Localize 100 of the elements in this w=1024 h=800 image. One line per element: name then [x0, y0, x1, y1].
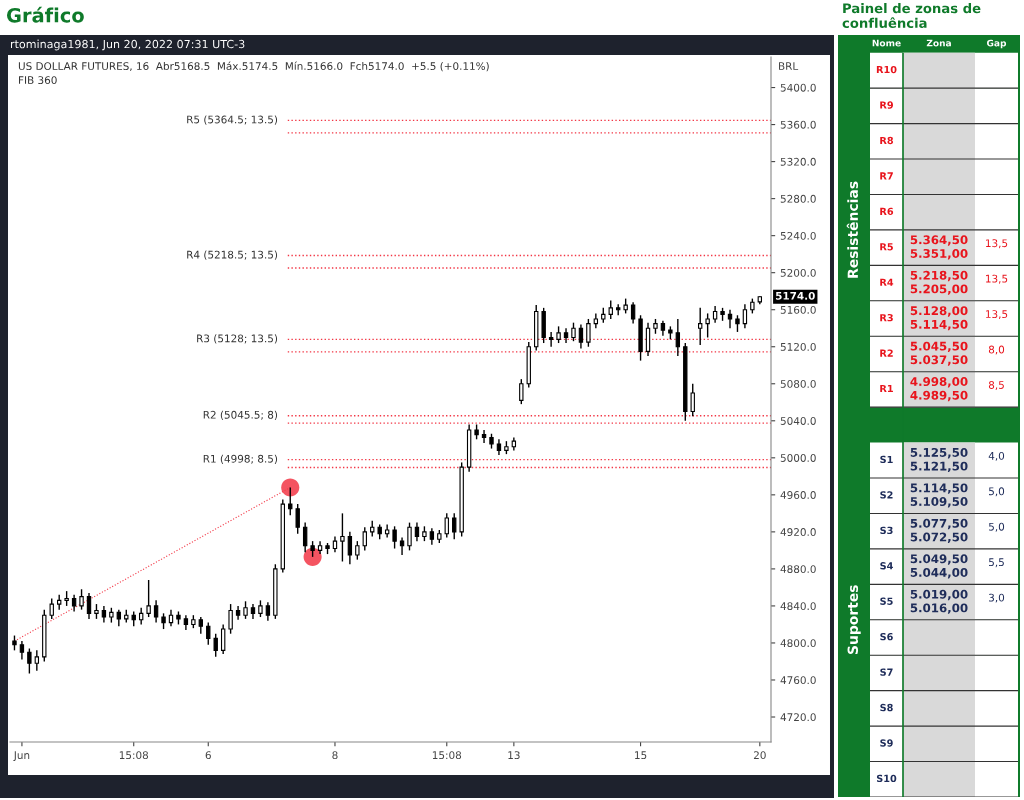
y-tick-label: 4800.0 — [780, 639, 816, 648]
candlestick — [675, 318, 681, 357]
candlestick — [697, 307, 703, 346]
ref-line-label: R1 (4998; 8.5) — [203, 454, 278, 464]
text: 8,5 — [988, 381, 1004, 390]
candlestick — [295, 503, 300, 535]
category-label: S8 — [880, 703, 893, 712]
chart-title: Gráfico — [6, 6, 84, 23]
category-label: R9 — [880, 101, 893, 109]
y-tick-label: 5360.0 — [780, 120, 816, 129]
y-tick-label: 5320.0 — [780, 157, 816, 166]
candlestick — [407, 521, 412, 552]
candlestick — [727, 309, 733, 329]
category-label: R3 — [880, 314, 893, 322]
category-label: R6 — [880, 207, 894, 216]
y-tick-label: 5040.0 — [780, 417, 816, 425]
text: 3,0 — [989, 593, 1005, 603]
candlestick — [399, 536, 405, 556]
text: Resistências — [846, 181, 859, 278]
category-label: S1 — [880, 455, 893, 464]
category-label: S2 — [880, 491, 893, 499]
candlestick — [444, 512, 449, 539]
category-label: R4 — [880, 278, 894, 286]
y-tick-label: 4920.0 — [780, 528, 816, 536]
candlestick — [213, 633, 218, 658]
candlestick — [578, 323, 584, 350]
candlestick — [586, 318, 591, 348]
text: Suportes — [847, 585, 861, 655]
x-tick-label: 13 — [508, 751, 520, 760]
x-tick-label: 6 — [205, 751, 211, 760]
category-label: Gap — [986, 39, 1007, 49]
y-tick-label: 5400.0 — [780, 83, 816, 92]
y-tick-label: 5080.0 — [780, 379, 816, 388]
text: 13,5 — [986, 239, 1008, 249]
candlestick — [27, 647, 32, 675]
candlestick — [153, 599, 159, 624]
category-label: R7 — [880, 172, 893, 180]
ref-line-label: R2 (5045.5; 8) — [203, 410, 278, 420]
text: 5.128,00 5.114,50 — [910, 306, 968, 331]
y-tick-label: 5000.0 — [780, 454, 816, 462]
y-tick-label: 5240.0 — [780, 231, 816, 240]
candlestick — [705, 312, 710, 339]
x-tick-label: Jun — [13, 751, 30, 762]
candlestick — [355, 540, 360, 561]
y-tick-label: 4720.0 — [780, 713, 816, 722]
text: 4.998,00 4.989,50 — [910, 377, 968, 402]
x-tick-label: 20 — [753, 751, 766, 760]
category-label: S10 — [876, 774, 897, 783]
category-label: R8 — [880, 136, 894, 145]
category-label: Zona — [926, 39, 951, 47]
text: 5,0 — [989, 487, 1005, 497]
candlestick — [34, 649, 40, 672]
category-label: S4 — [880, 562, 893, 570]
text: 5.114,50 5.109,50 — [910, 483, 968, 508]
candlestick — [742, 303, 748, 329]
annotation: US DOLLAR FUTURES, 16 Abr5168.5 Máx.5174.5 Mín.5166.0 Fch5174.0 +5.5 (+0.11%) — [18, 61, 489, 72]
x-tick-label: 15:08 — [432, 751, 462, 760]
y-axis-title: BRL — [779, 62, 799, 70]
text: 5174.0 — [775, 291, 815, 300]
text: 5.049,50 5.044,00 — [910, 554, 968, 579]
category-label: R10 — [876, 65, 897, 74]
candlestick — [265, 601, 271, 622]
text: 5,5 — [989, 558, 1004, 568]
y-tick-label: 4840.0 — [780, 602, 816, 611]
y-tick-label: 5200.0 — [780, 268, 816, 277]
candlestick — [452, 512, 457, 540]
ref-line-label: R3 (5128; 13.5) — [197, 334, 278, 344]
candlestick — [392, 525, 397, 550]
text: 5.125,50 5.121,50 — [910, 447, 968, 473]
candlestick — [571, 321, 576, 342]
ref-line-label: R4 (5218.5; 13.5) — [187, 250, 278, 260]
chart-subtitle: rtominaga1981, Jun 20, 2022 07:31 UTC-3 — [11, 39, 245, 51]
candlestick — [86, 592, 92, 620]
text: 5.364,50 5.351,00 — [910, 235, 968, 260]
category-label: R1 — [880, 385, 893, 393]
text: 8,0 — [988, 345, 1005, 355]
candlestick — [608, 299, 613, 320]
text: 5.045,50 5.037,50 — [910, 341, 968, 366]
category-label: S7 — [880, 668, 893, 676]
candlestick — [347, 531, 353, 565]
candlestick — [79, 588, 84, 611]
text: 5,0 — [989, 522, 1005, 532]
candlestick — [146, 579, 151, 618]
candlestick — [481, 429, 487, 444]
category-label: S5 — [880, 597, 893, 605]
x-tick-label: 15:08 — [119, 751, 149, 760]
candlestick — [19, 640, 25, 661]
x-tick-label: 15 — [635, 751, 647, 760]
ref-line-label: R5 (5364.5; 13.5) — [187, 115, 278, 125]
candlestick — [206, 621, 211, 646]
candlestick — [519, 378, 524, 405]
candlestick — [645, 321, 651, 357]
y-tick-label: 4960.0 — [780, 491, 816, 499]
text: 5.218,50 5.205,00 — [910, 270, 968, 295]
y-tick-label: 5280.0 — [780, 194, 816, 203]
candlestick — [362, 526, 367, 552]
y-tick-label: 5160.0 — [780, 305, 816, 314]
candlestick — [630, 301, 636, 325]
candlestick — [548, 331, 554, 348]
candlestick — [414, 521, 420, 542]
